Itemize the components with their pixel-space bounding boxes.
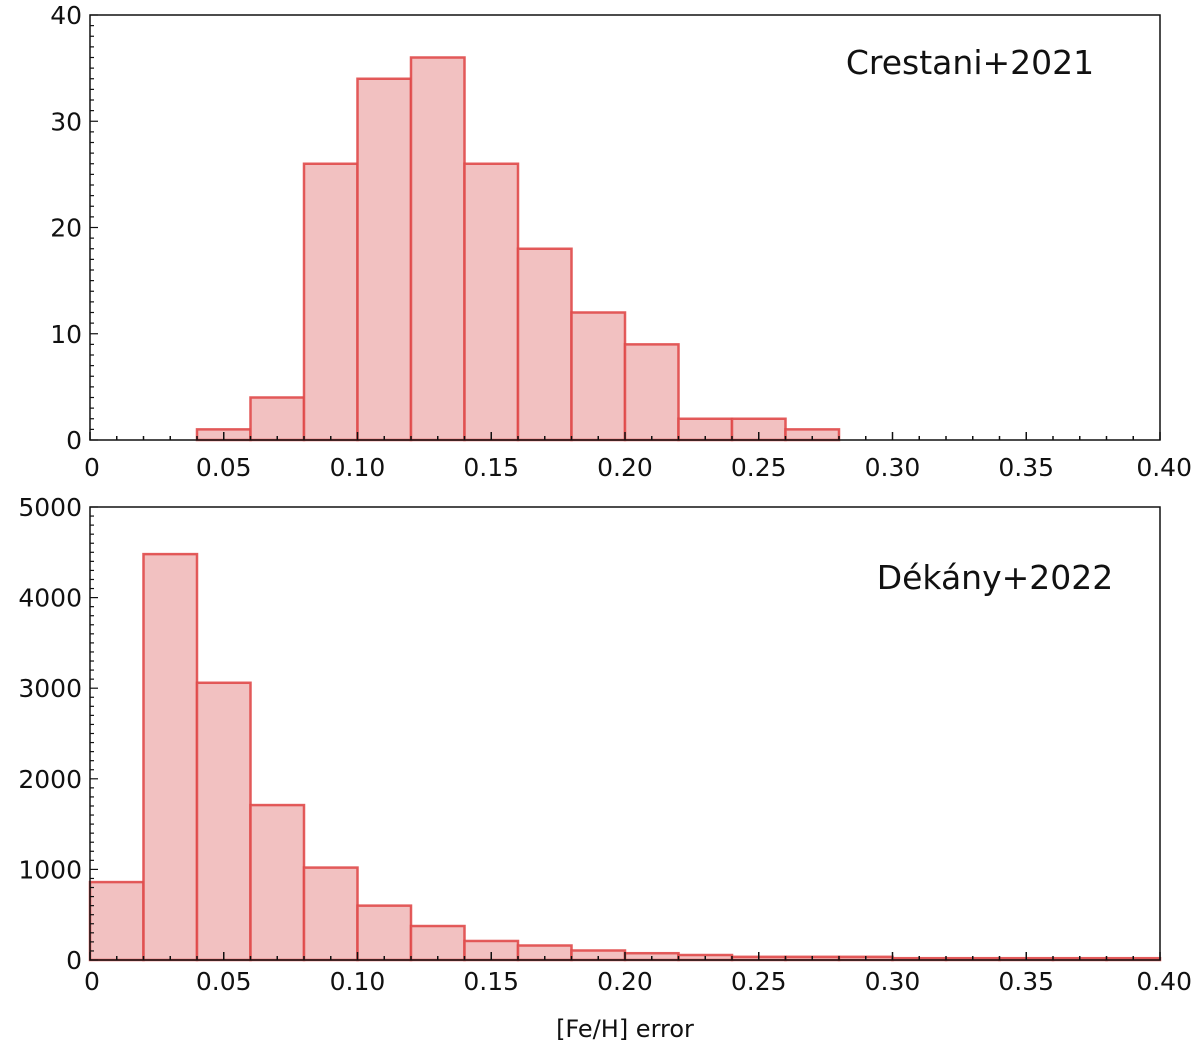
x-tick-label: 0.10: [330, 453, 386, 482]
x-tick-label: 0.10: [330, 967, 386, 996]
y-tick-label: 2000: [18, 765, 82, 794]
y-tick-label: 4000: [18, 584, 82, 613]
histogram-bar: [249, 396, 306, 442]
bottom-histogram-panel: 0 0.05 0.10 0.15 0.20 0.25 0.30 0.35 0.40 0 1000 20…: [18, 493, 1192, 996]
histogram-bar: [409, 924, 466, 962]
histogram-bar: [570, 311, 627, 442]
x-tick-label: 0.20: [597, 453, 653, 482]
histogram-bar: [195, 681, 252, 962]
y-tick-label: 0: [66, 426, 82, 455]
x-tick-label: 0.15: [463, 967, 519, 996]
y-tick-label: 30: [50, 107, 82, 136]
histogram-bar: [463, 162, 520, 442]
x-tick-label: 0.05: [196, 453, 252, 482]
x-tick-label: 0.25: [731, 967, 787, 996]
histogram-bar: [302, 162, 359, 442]
histogram-bar: [516, 247, 573, 442]
x-axis-label: [Fe/H] error: [556, 1015, 694, 1043]
x-tick-label: 0.40: [1136, 967, 1192, 996]
y-tick-label: 10: [50, 320, 82, 349]
y-tick-label: 3000: [18, 674, 82, 703]
x-tick-label: 0.40: [1136, 453, 1192, 482]
y-tick-label: 40: [50, 1, 82, 30]
top-histogram-panel: 0 0.05 0.10 0.15 0.20 0.25 0.30 0.35 0.40 0 10 20 30…: [50, 1, 1192, 482]
annotation-crestani: Crestani+2021: [846, 43, 1094, 82]
x-tick-label: 0.25: [731, 453, 787, 482]
x-tick-label: 0.35: [998, 453, 1054, 482]
histogram-bar: [356, 904, 413, 962]
y-tick-label: 1000: [18, 855, 82, 884]
histogram-bar: [88, 880, 145, 962]
x-tick-label: 0: [84, 967, 100, 996]
histogram-bar: [409, 56, 466, 442]
histogram-bar: [356, 77, 413, 442]
x-tick-label: 0.20: [597, 967, 653, 996]
y-tick-label: 20: [50, 214, 82, 243]
y-tick-label: 5000: [18, 493, 82, 522]
x-tick-label: 0: [84, 453, 100, 482]
histogram-bar: [142, 552, 199, 962]
histogram-bar: [302, 866, 359, 962]
x-tick-label: 0.30: [865, 967, 921, 996]
annotation-dekany: Dékány+2022: [877, 558, 1114, 597]
y-tick-label: 0: [66, 946, 82, 975]
histogram-bar: [623, 343, 680, 442]
x-tick-label: 0.35: [998, 967, 1054, 996]
x-tick-label: 0.15: [463, 453, 519, 482]
x-tick-label: 0.05: [196, 967, 252, 996]
x-tick-label: 0.30: [865, 453, 921, 482]
histogram-bar: [249, 803, 306, 962]
